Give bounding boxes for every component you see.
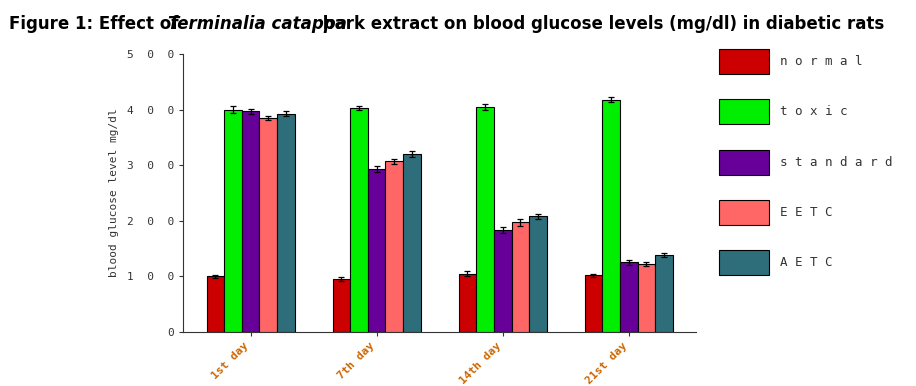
Bar	[206, 276, 224, 332]
Bar	[403, 154, 420, 332]
Bar	[350, 108, 368, 332]
Bar	[386, 161, 403, 332]
Text: s t a n d a r d: s t a n d a r d	[780, 156, 893, 169]
Bar	[368, 169, 386, 332]
Bar	[584, 275, 602, 332]
Text: n o r m a l: n o r m a l	[780, 55, 863, 68]
Bar	[638, 264, 655, 332]
Bar	[494, 230, 511, 332]
Bar	[259, 118, 278, 332]
Bar	[529, 216, 547, 332]
Bar	[620, 262, 638, 332]
Text: Figure 1: Effect of: Figure 1: Effect of	[9, 15, 184, 34]
Bar	[459, 274, 476, 332]
Text: Terminalia catappa: Terminalia catappa	[168, 15, 346, 34]
Text: bark extract on blood glucose levels (mg/dl) in diabetic rats: bark extract on blood glucose levels (mg…	[317, 15, 884, 34]
Text: t o x i c: t o x i c	[780, 105, 848, 119]
Text: E E T C: E E T C	[780, 206, 833, 219]
Text: A E T C: A E T C	[780, 256, 833, 269]
Bar	[278, 113, 295, 332]
Y-axis label: blood glucose level mg/dl: blood glucose level mg/dl	[109, 108, 118, 278]
Bar	[476, 107, 494, 332]
Bar	[224, 110, 242, 332]
Bar	[511, 222, 529, 332]
Bar	[242, 111, 259, 332]
Bar	[333, 279, 350, 332]
Bar	[602, 100, 620, 332]
Bar	[655, 255, 673, 332]
